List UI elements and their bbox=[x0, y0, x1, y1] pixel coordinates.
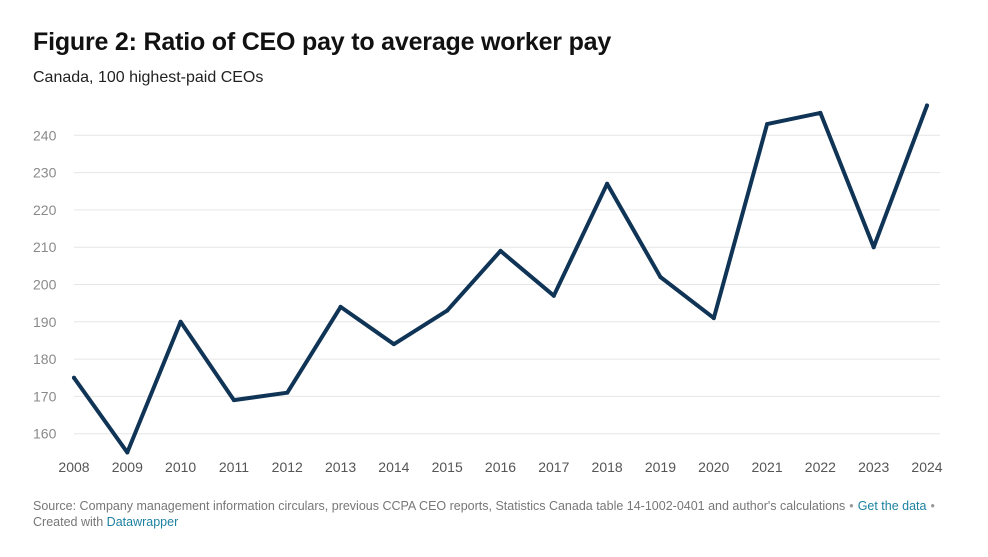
data-point-2020 bbox=[711, 316, 716, 321]
data-point-2016 bbox=[498, 248, 503, 253]
chart-title: Figure 2: Ratio of CEO pay to average wo… bbox=[33, 28, 612, 56]
separator-dot: • bbox=[849, 499, 854, 513]
x-tick-label: 2009 bbox=[112, 459, 143, 475]
x-tick-label: 2024 bbox=[911, 459, 942, 475]
data-point-2019 bbox=[658, 275, 663, 280]
x-tick-label: 2021 bbox=[751, 459, 782, 475]
y-tick-label: 200 bbox=[33, 277, 57, 293]
data-point-2014 bbox=[391, 342, 396, 347]
x-tick-label: 2008 bbox=[58, 459, 89, 475]
x-tick-label: 2015 bbox=[432, 459, 463, 475]
data-point-2021 bbox=[765, 122, 770, 127]
x-tick-label: 2023 bbox=[858, 459, 889, 475]
y-axis-ticks: 160 170 180 190 200 210 220 230 240 bbox=[33, 127, 57, 441]
x-tick-label: 2020 bbox=[698, 459, 729, 475]
x-tick-label: 2016 bbox=[485, 459, 516, 475]
data-point-2010 bbox=[178, 319, 183, 324]
data-point-2011 bbox=[231, 398, 236, 403]
grid-lines bbox=[74, 134, 940, 435]
x-tick-label: 2010 bbox=[165, 459, 196, 475]
x-tick-label: 2011 bbox=[219, 459, 249, 475]
chart-subtitle: Canada, 100 highest-paid CEOs bbox=[33, 69, 264, 86]
get-the-data-link[interactable]: Get the data bbox=[857, 499, 927, 513]
x-tick-label: 2013 bbox=[325, 459, 356, 475]
separator-dot: • bbox=[930, 499, 935, 513]
y-tick-label: 210 bbox=[33, 239, 57, 255]
source-note: Source: Company management information c… bbox=[33, 499, 846, 513]
data-point-2022 bbox=[818, 110, 823, 115]
x-tick-label: 2012 bbox=[272, 459, 303, 475]
data-point-2018 bbox=[605, 181, 610, 186]
data-point-2012 bbox=[285, 390, 290, 395]
series-line bbox=[72, 103, 929, 455]
datawrapper-link[interactable]: Datawrapper bbox=[106, 515, 179, 529]
footer: Source: Company management information c… bbox=[33, 498, 963, 530]
x-tick-label: 2019 bbox=[645, 459, 676, 475]
y-tick-label: 240 bbox=[33, 127, 57, 143]
y-tick-label: 180 bbox=[33, 351, 57, 367]
y-tick-label: 160 bbox=[33, 426, 57, 442]
x-tick-label: 2018 bbox=[592, 459, 623, 475]
y-tick-label: 170 bbox=[33, 388, 57, 404]
data-point-2023 bbox=[871, 245, 876, 250]
series-layer bbox=[72, 103, 929, 455]
y-tick-label: 220 bbox=[33, 202, 57, 218]
data-point-2008 bbox=[72, 375, 76, 380]
data-point-2024 bbox=[925, 103, 929, 108]
created-with-label: Created with bbox=[33, 515, 104, 529]
y-tick-label: 230 bbox=[33, 165, 57, 181]
x-tick-label: 2017 bbox=[538, 459, 569, 475]
data-point-2017 bbox=[551, 293, 556, 298]
line-chart: 160 170 180 190 200 210 220 230 240 2008 2009 2010… bbox=[33, 103, 943, 475]
x-tick-label: 2014 bbox=[378, 459, 409, 475]
data-point-2009 bbox=[125, 450, 130, 455]
data-point-2015 bbox=[445, 308, 450, 313]
y-tick-label: 190 bbox=[33, 314, 57, 330]
x-tick-label: 2022 bbox=[805, 459, 836, 475]
data-point-2013 bbox=[338, 304, 343, 309]
x-axis-ticks: 2008 2009 2010 2011 2012 2013 2014 2015 2016 2017… bbox=[58, 459, 942, 475]
